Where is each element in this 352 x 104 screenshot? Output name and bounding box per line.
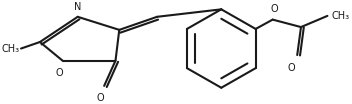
Text: CH₃: CH₃: [331, 11, 349, 21]
Text: CH₃: CH₃: [1, 44, 19, 54]
Text: O: O: [96, 93, 104, 103]
Text: O: O: [55, 68, 63, 78]
Text: N: N: [74, 2, 81, 12]
Text: O: O: [288, 63, 295, 73]
Text: O: O: [271, 4, 278, 14]
